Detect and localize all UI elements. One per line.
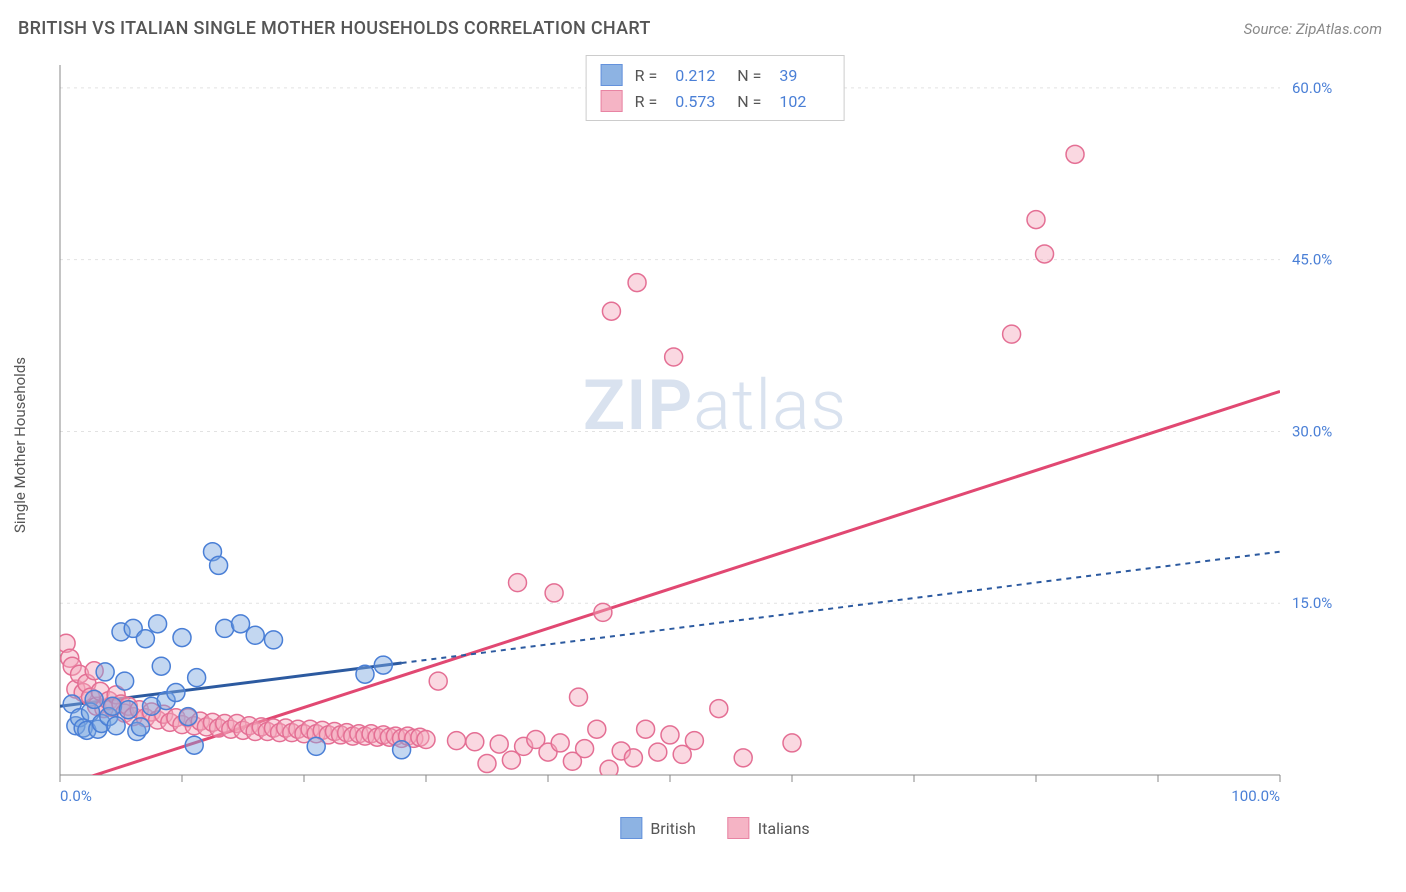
watermark: ZIPatlas bbox=[583, 365, 847, 447]
n-label: N = bbox=[737, 92, 761, 111]
svg-text:0.0%: 0.0% bbox=[60, 787, 92, 805]
n-label: N = bbox=[737, 66, 761, 85]
svg-text:15.0%: 15.0% bbox=[1292, 594, 1332, 612]
british-n-value: 39 bbox=[779, 66, 829, 85]
source-attribution: Source: ZipAtlas.com bbox=[1244, 20, 1382, 38]
italians-r-value: 0.573 bbox=[675, 92, 725, 111]
r-label: R = bbox=[635, 66, 658, 85]
y-axis-label: Single Mother Households bbox=[11, 357, 29, 533]
italians-swatch-icon bbox=[728, 817, 750, 839]
legend-item-italians: Italians bbox=[728, 817, 810, 839]
stats-legend-row-italians: R = 0.573 N = 102 bbox=[601, 88, 830, 114]
legend-label-italians: Italians bbox=[758, 819, 810, 838]
italians-swatch-icon bbox=[601, 90, 623, 112]
svg-text:100.0%: 100.0% bbox=[1231, 787, 1280, 805]
svg-text:60.0%: 60.0% bbox=[1292, 79, 1332, 97]
stats-legend-row-british: R = 0.212 N = 39 bbox=[601, 62, 830, 88]
chart-title: BRITISH VS ITALIAN SINGLE MOTHER HOUSEHO… bbox=[18, 18, 651, 39]
british-r-value: 0.212 bbox=[675, 66, 725, 85]
stats-legend-box: R = 0.212 N = 39 R = 0.573 N = 102 bbox=[586, 55, 845, 121]
r-label: R = bbox=[635, 92, 658, 111]
legend-item-british: British bbox=[620, 817, 695, 839]
british-swatch-icon bbox=[601, 64, 623, 86]
header-bar: BRITISH VS ITALIAN SINGLE MOTHER HOUSEHO… bbox=[0, 0, 1406, 45]
legend-label-british: British bbox=[650, 819, 695, 838]
british-swatch-icon bbox=[620, 817, 642, 839]
watermark-light: atlas bbox=[693, 365, 847, 447]
svg-text:45.0%: 45.0% bbox=[1292, 251, 1332, 269]
italians-n-value: 102 bbox=[779, 92, 829, 111]
series-legend: British Italians bbox=[620, 817, 809, 839]
chart-area: Single Mother Households ZIPatlas 15.0%3… bbox=[50, 55, 1380, 835]
watermark-bold: ZIP bbox=[583, 365, 693, 447]
svg-text:30.0%: 30.0% bbox=[1292, 422, 1332, 440]
